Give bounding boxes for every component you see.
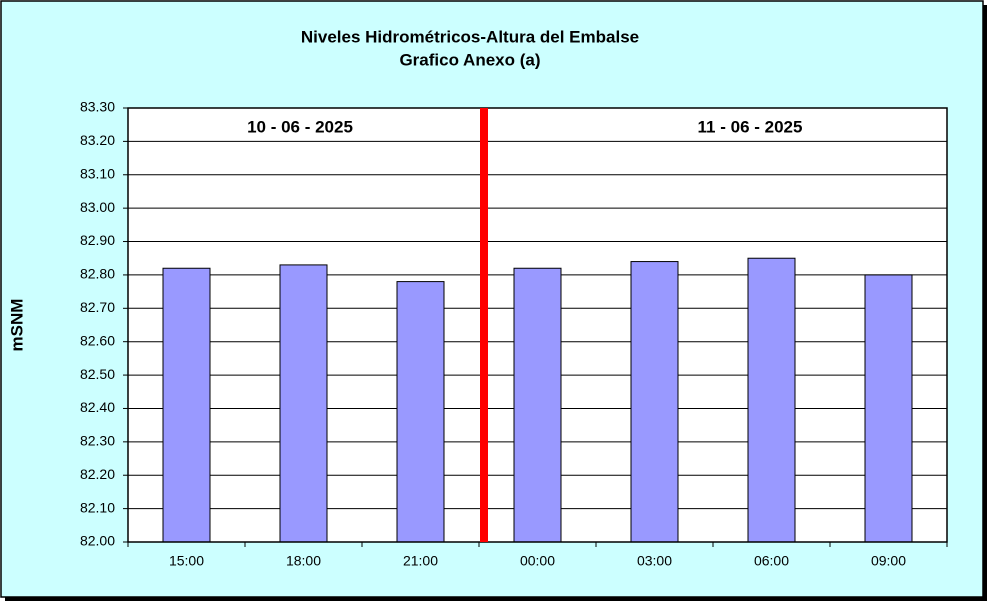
bar <box>864 274 913 543</box>
y-tick-label: 83.20 <box>80 132 115 148</box>
y-tick-label: 82.90 <box>80 232 115 248</box>
y-tick-label: 82.20 <box>80 466 115 482</box>
y-tick-label: 83.00 <box>80 199 115 215</box>
date-annotation: 10 - 06 - 2025 <box>247 117 353 136</box>
y-tick-label: 82.00 <box>80 533 115 549</box>
bar <box>279 264 328 543</box>
bar <box>747 257 796 543</box>
chart-subtitle: Grafico Anexo (a) <box>399 50 540 69</box>
chart-title: Niveles Hidrométricos-Altura del Embalse <box>301 27 639 46</box>
y-tick-label: 82.60 <box>80 332 115 348</box>
bar <box>162 267 211 543</box>
date-annotation: 11 - 06 - 2025 <box>698 117 803 136</box>
x-tick-label: 09:00 <box>871 553 906 569</box>
x-tick-label: 15:00 <box>169 553 204 569</box>
bar <box>630 261 679 543</box>
y-tick-label: 83.30 <box>80 99 115 115</box>
y-axis-label: mSNM <box>7 299 26 352</box>
x-tick-label: 18:00 <box>286 553 321 569</box>
y-tick-label: 82.50 <box>80 366 115 382</box>
y-tick-label: 82.30 <box>80 433 115 449</box>
x-tick-label: 06:00 <box>754 553 789 569</box>
y-tick-label: 82.80 <box>80 266 115 282</box>
plot-border <box>127 107 948 543</box>
bar <box>396 281 445 543</box>
y-tick-label: 82.10 <box>80 499 115 515</box>
bar <box>513 267 562 543</box>
y-tick-label: 82.70 <box>80 299 115 315</box>
y-tick-label: 83.10 <box>80 165 115 181</box>
x-tick-label: 00:00 <box>520 553 555 569</box>
x-tick-label: 21:00 <box>403 553 438 569</box>
y-tick-label: 82.40 <box>80 399 115 415</box>
x-tick-label: 03:00 <box>637 553 672 569</box>
